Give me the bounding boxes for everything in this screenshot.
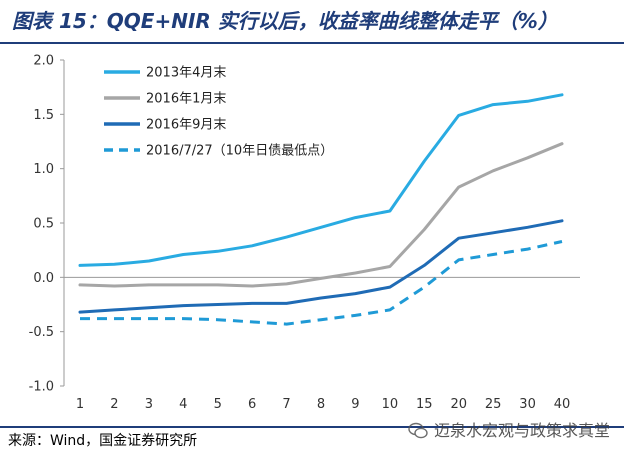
x-tick-label: 20 <box>450 397 467 412</box>
x-tick-label: 15 <box>416 397 433 412</box>
yield-curve-chart: 2.0 1.5 1.0 0.5 0.0 -0.5 -1.0 1 2 3 4 5 6 7 8 9 10 15 20 25… <box>29 54 580 412</box>
x-tick-label: 2 <box>110 397 118 412</box>
series-line-0 <box>78 93 564 267</box>
series-line-1 <box>78 142 564 288</box>
x-tick-label: 9 <box>351 397 359 412</box>
watermark-text: 迈泉水宏观与政策求真堂 <box>433 421 610 440</box>
chart-title: 图表 15：QQE+NIR 实行以后，收益率曲线整体走平（%） <box>12 9 558 33</box>
wechat-icon <box>408 422 428 439</box>
legend-label-2: 2016年9月末 <box>146 118 226 133</box>
x-tick-label: 25 <box>485 397 502 412</box>
legend-label-3: 2016/7/27（10年日债最低点） <box>146 144 333 159</box>
y-tick-label: 2.0 <box>33 54 54 69</box>
x-tick-label: 7 <box>282 397 290 412</box>
series-lines <box>78 93 564 326</box>
x-tick-label: 5 <box>214 397 222 412</box>
legend: 2013年4月末 2016年1月末 2016年9月末 2016/7/27（10年日债最… <box>104 66 333 159</box>
y-tick-label: -1.0 <box>29 380 54 395</box>
footer-divider <box>0 426 624 428</box>
title-divider <box>0 42 624 44</box>
y-tick-label: 0.0 <box>33 271 54 286</box>
y-tick-label: 0.5 <box>33 217 54 232</box>
x-tick-label: 40 <box>554 397 571 412</box>
x-tick-label: 10 <box>382 397 399 412</box>
series-line-3 <box>80 240 563 326</box>
series-line-2 <box>78 219 564 314</box>
source-note: 来源：Wind，国金证券研究所 <box>8 433 198 449</box>
watermark: 迈泉水宏观与政策求真堂 <box>408 420 610 442</box>
x-tick-label: 30 <box>519 397 536 412</box>
x-tick-label: 1 <box>76 397 84 412</box>
y-tick-label: -0.5 <box>29 325 54 340</box>
legend-label-1: 2016年1月末 <box>146 92 226 107</box>
legend-label-0: 2013年4月末 <box>146 66 226 81</box>
x-tick-label: 8 <box>317 397 325 412</box>
y-tick-label: 1.0 <box>33 162 54 177</box>
x-tick-label: 6 <box>248 397 256 412</box>
axes: 2.0 1.5 1.0 0.5 0.0 -0.5 -1.0 1 2 3 4 5 6 7 8 9 10 15 20 25… <box>29 54 580 412</box>
x-tick-label: 3 <box>145 397 153 412</box>
x-tick-label: 4 <box>179 397 187 412</box>
y-tick-label: 1.5 <box>33 108 54 123</box>
